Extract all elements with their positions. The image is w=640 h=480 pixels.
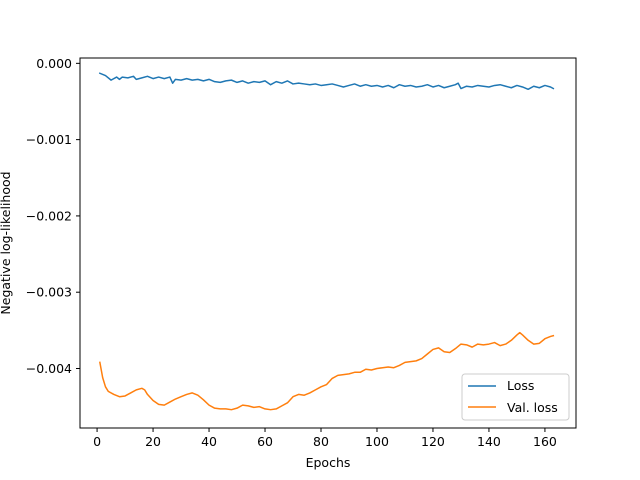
y-tick-label: −0.003 xyxy=(26,285,72,300)
plot-frame xyxy=(79,57,577,429)
x-tick-label: 60 xyxy=(257,434,273,449)
x-tick-label: 20 xyxy=(145,434,161,449)
x-tick-label: 120 xyxy=(421,434,445,449)
legend-label-loss: Loss xyxy=(507,378,534,393)
y-tick-label: −0.002 xyxy=(26,208,72,223)
x-tick-label: 40 xyxy=(201,434,217,449)
y-tick-label: −0.001 xyxy=(26,132,72,147)
series-line-0 xyxy=(98,72,555,91)
x-tick-label: 80 xyxy=(313,434,329,449)
x-tick-label: 140 xyxy=(477,434,501,449)
y-tick-label: −0.004 xyxy=(26,361,72,376)
x-tick-label: 100 xyxy=(365,434,389,449)
y-axis-label: Negative log-likelihood xyxy=(0,171,13,314)
legend: Loss Val. loss xyxy=(461,373,570,421)
x-axis: 0 20 40 60 80 100 120 140 160 xyxy=(93,428,557,449)
series-layer xyxy=(98,72,555,411)
x-axis-label: Epochs xyxy=(306,455,351,470)
x-tick-label: 160 xyxy=(533,434,557,449)
x-tick-label: 0 xyxy=(93,434,101,449)
legend-label-val-loss: Val. loss xyxy=(507,400,558,415)
y-axis: 0.000 −0.001 −0.002 −0.003 −0.004 xyxy=(26,56,80,376)
y-tick-label: 0.000 xyxy=(36,56,72,71)
series-line-1 xyxy=(98,331,555,411)
